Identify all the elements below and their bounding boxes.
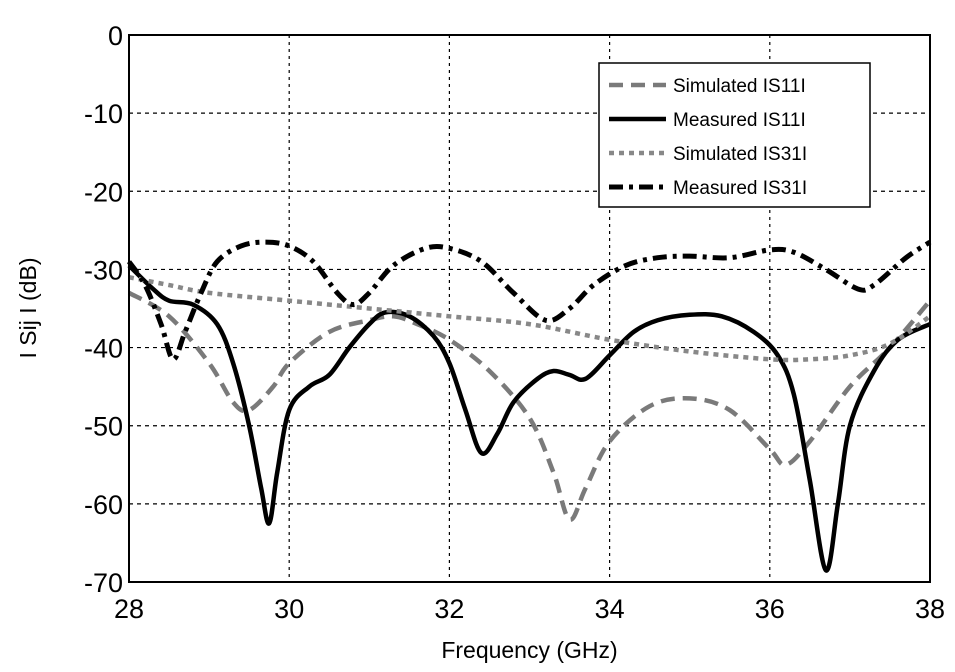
y-tick-label: -40 — [84, 334, 123, 364]
legend-label: Measured IS31I — [673, 178, 807, 199]
y-axis-label: I Sij I (dB) — [15, 258, 41, 359]
series-line-1 — [127, 263, 931, 573]
x-axis-label: Frequency (GHz) — [441, 637, 617, 663]
x-tick-label: 30 — [274, 594, 304, 624]
plot-frame — [128, 34, 931, 583]
x-tick-label: 38 — [915, 594, 945, 624]
y-tick-label: -50 — [84, 412, 123, 442]
series-lines — [126, 239, 932, 573]
x-tick-label: 36 — [755, 594, 785, 624]
y-tick-label: -10 — [84, 99, 123, 129]
legend-label: Simulated IS31I — [673, 144, 807, 165]
y-tick-label: -20 — [84, 177, 123, 207]
legend-label: Measured IS11I — [673, 110, 806, 131]
series-line-0 — [127, 290, 932, 522]
x-tick-label: 34 — [595, 594, 625, 624]
y-tick-label: 0 — [108, 21, 123, 51]
legend: Simulated IS11I Measured IS11I Simulated I… — [598, 62, 871, 208]
series-line-3 — [126, 239, 932, 362]
y-tick-label: -60 — [84, 490, 123, 520]
y-tick-label: -70 — [84, 568, 123, 598]
x-tick-label: 28 — [114, 594, 144, 624]
tick-labels: 28 30 32 34 36 38 0 -10 -20 -30 -40 -50 -60 -70 — [84, 21, 945, 624]
legend-label: Simulated IS11I — [673, 76, 806, 97]
x-tick-label: 32 — [434, 594, 464, 624]
y-tick-label: -30 — [84, 255, 123, 285]
